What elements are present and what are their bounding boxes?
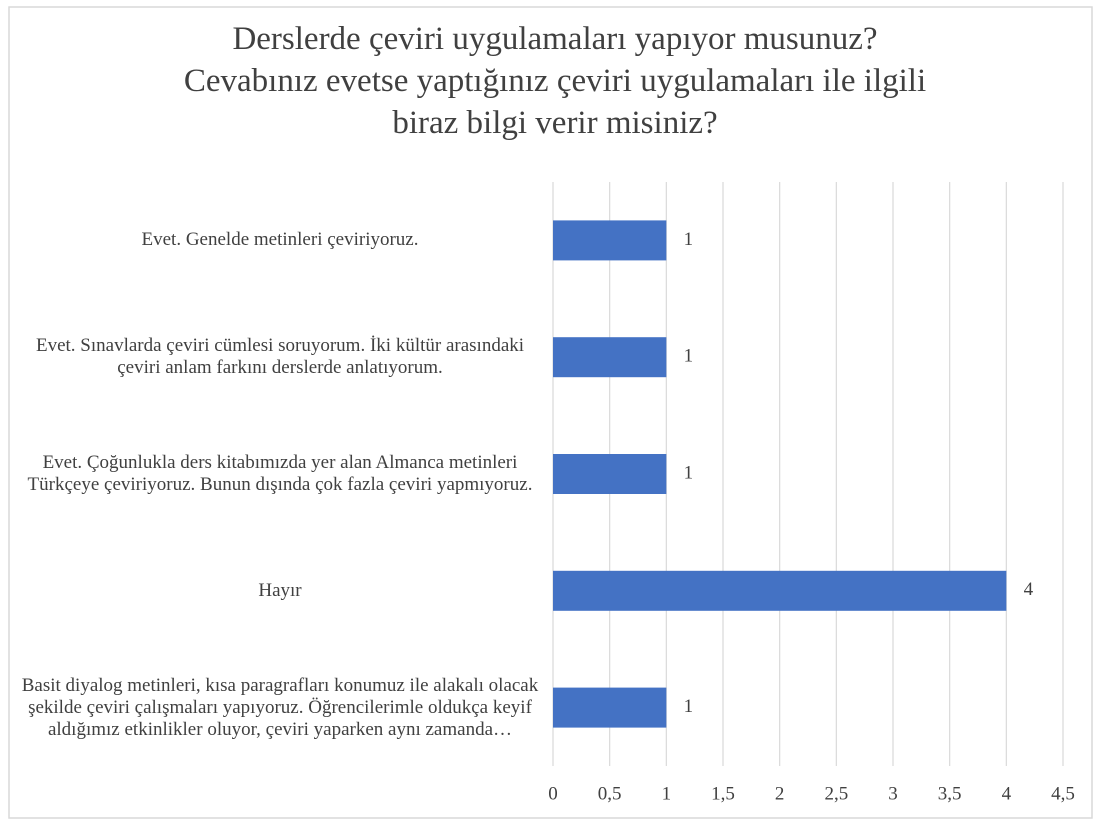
- y-tick-label: Evet. Çoğunlukla ders kitabımızda yer al…: [27, 452, 533, 495]
- bar: [553, 687, 667, 728]
- value-label: 1: [684, 229, 694, 250]
- x-tick-label: 3,5: [938, 783, 962, 804]
- chart-border: [8, 6, 1093, 819]
- x-tick-label: 4: [1002, 783, 1012, 804]
- y-tick-label: Evet. Genelde metinleri çeviriyoruz.: [141, 229, 419, 251]
- bar: [553, 570, 1007, 611]
- x-tick-label: 3: [888, 783, 898, 804]
- y-tick-label: Hayır: [258, 579, 302, 601]
- value-label: 1: [684, 696, 694, 717]
- bar: [553, 337, 667, 378]
- value-label: 1: [684, 346, 694, 367]
- bar: [553, 454, 667, 494]
- x-tick-label: 2: [775, 783, 785, 804]
- value-label: 1: [684, 462, 694, 483]
- x-tick-label: 2,5: [824, 783, 848, 804]
- x-tick-label: 0,5: [598, 783, 622, 804]
- x-tick-label: 4,5: [1051, 783, 1075, 804]
- x-tick-label: 0: [548, 783, 558, 804]
- y-tick-label: Evet. Sınavlarda çeviri cümlesi soruyoru…: [35, 335, 525, 379]
- x-tick-label: 1,5: [711, 783, 735, 804]
- x-tick-label: 1: [662, 783, 672, 804]
- chart-title: Derslerde çeviri uygulamaları yapıyor mu…: [183, 21, 927, 141]
- bar: [553, 220, 667, 261]
- y-tick-label: Basit diyalog metinleri, kısa paragrafla…: [21, 674, 539, 740]
- value-label: 4: [1024, 579, 1034, 600]
